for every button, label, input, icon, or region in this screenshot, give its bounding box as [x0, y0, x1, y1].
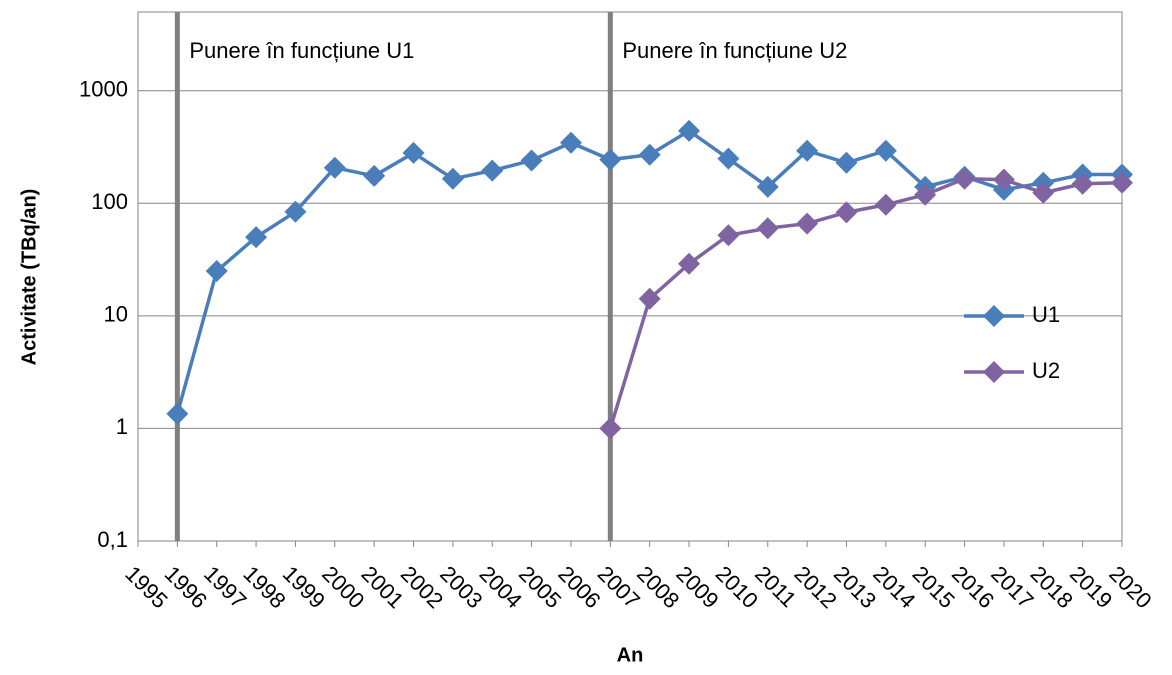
- x-tick-label: 2013: [829, 561, 881, 613]
- x-tick-label: 1995: [120, 561, 172, 613]
- data-point: [166, 402, 189, 425]
- x-tick-label: 2002: [396, 561, 448, 613]
- data-point: [678, 252, 701, 275]
- x-tick-label: 1996: [160, 561, 212, 613]
- data-point: [953, 167, 976, 190]
- data-point: [1071, 172, 1094, 195]
- x-tick-label: 2012: [789, 561, 841, 613]
- data-point: [402, 141, 425, 164]
- x-tick-label: 1999: [278, 561, 330, 613]
- data-point: [874, 139, 897, 162]
- legend-marker: [983, 361, 1005, 383]
- data-point: [756, 217, 779, 240]
- x-tick-label: 2005: [514, 561, 566, 613]
- x-tick-label: 2003: [435, 561, 487, 613]
- y-tick-label: 1: [116, 414, 128, 439]
- y-tick-label: 1000: [79, 77, 128, 102]
- data-point: [323, 156, 346, 179]
- data-point: [756, 175, 779, 198]
- x-tick-label: 2000: [317, 561, 369, 613]
- x-tick-label: 2016: [947, 561, 999, 613]
- annotation-text: Punere în funcțiune U2: [622, 38, 847, 63]
- data-point: [717, 224, 740, 247]
- data-point: [599, 148, 622, 171]
- data-point: [1111, 171, 1133, 194]
- x-tick-label: 2010: [711, 561, 763, 613]
- x-tick-label: 2011: [750, 561, 801, 612]
- x-tick-label: 2018: [1026, 561, 1078, 613]
- data-point: [835, 151, 858, 174]
- x-tick-label: 2001: [357, 561, 409, 613]
- data-point: [717, 147, 740, 170]
- data-point: [599, 417, 622, 440]
- x-tick-label: 1998: [238, 561, 290, 613]
- x-tick-label: 2017: [986, 561, 1038, 613]
- x-tick-label: 2007: [593, 561, 645, 613]
- data-point: [992, 168, 1015, 191]
- data-point: [205, 260, 228, 283]
- data-point: [835, 201, 858, 224]
- data-point: [441, 167, 464, 190]
- data-point: [796, 212, 819, 235]
- x-axis-label: An: [617, 644, 644, 666]
- y-tick-label: 100: [91, 189, 128, 214]
- x-tick-label: 2008: [632, 561, 684, 613]
- x-tick-label: 2004: [475, 561, 527, 613]
- x-tick-label: 1997: [199, 561, 251, 613]
- data-point: [914, 183, 937, 206]
- y-tick-label: 0,1: [97, 527, 128, 552]
- data-point: [678, 119, 701, 142]
- x-tick-label: 2015: [908, 561, 960, 613]
- data-point: [481, 159, 504, 182]
- data-point: [874, 193, 897, 216]
- legend-marker: [983, 305, 1005, 327]
- x-tick-label: 2014: [868, 561, 920, 613]
- data-point: [638, 287, 661, 310]
- data-point: [796, 139, 819, 162]
- legend-label: U1: [1032, 302, 1060, 327]
- y-tick-label: 10: [104, 302, 128, 327]
- x-tick-label: 2019: [1065, 561, 1117, 613]
- x-tick-label: 2020: [1104, 561, 1156, 613]
- x-tick-label: 2009: [671, 561, 723, 613]
- data-point: [245, 226, 268, 249]
- data-point: [1032, 181, 1055, 204]
- annotation-text: Punere în funcțiune U1: [189, 38, 414, 63]
- data-point: [284, 200, 307, 223]
- y-axis-label: Activitate (TBq/an): [18, 189, 40, 366]
- legend-label: U2: [1032, 358, 1060, 383]
- data-point: [638, 143, 661, 166]
- data-point: [520, 149, 543, 172]
- data-point: [363, 164, 386, 187]
- plot-area: [137, 11, 1123, 542]
- data-point: [559, 131, 582, 154]
- x-tick-label: 2006: [553, 561, 605, 613]
